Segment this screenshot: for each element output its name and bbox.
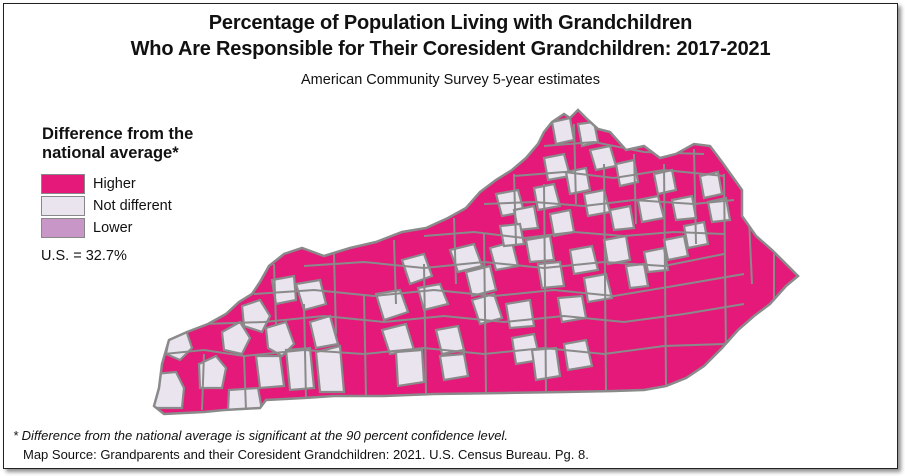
- county-borders: [163, 123, 785, 411]
- map-title-line2: Who Are Responsible for Their Coresident…: [130, 38, 771, 60]
- legend-swatch-not-different: [41, 196, 85, 216]
- kentucky-county-map: [152, 108, 800, 416]
- legend-item-lower: Lower: [41, 218, 133, 238]
- legend-label-lower: Lower: [93, 220, 133, 236]
- state-outline: [152, 108, 800, 416]
- legend-title: Difference from the national average*: [42, 125, 194, 162]
- map-figure: Percentage of Population Living with Gra…: [3, 3, 898, 469]
- map-subtitle: American Community Survey 5-year estimat…: [301, 72, 600, 88]
- legend-swatch-higher: [41, 174, 85, 194]
- legend-label-not-different: Not different: [93, 198, 172, 214]
- legend-label-higher: Higher: [93, 176, 136, 192]
- legend-item-not-different: Not different: [41, 196, 172, 216]
- us-average: U.S. = 32.7%: [41, 248, 127, 264]
- legend-item-higher: Higher: [41, 174, 136, 194]
- map-source: Map Source: Grandparents and their Cores…: [23, 447, 589, 462]
- legend-swatch-lower: [41, 218, 85, 238]
- footnote: * Difference from the national average i…: [13, 428, 509, 443]
- map-title-line1: Percentage of Population Living with Gra…: [208, 12, 693, 34]
